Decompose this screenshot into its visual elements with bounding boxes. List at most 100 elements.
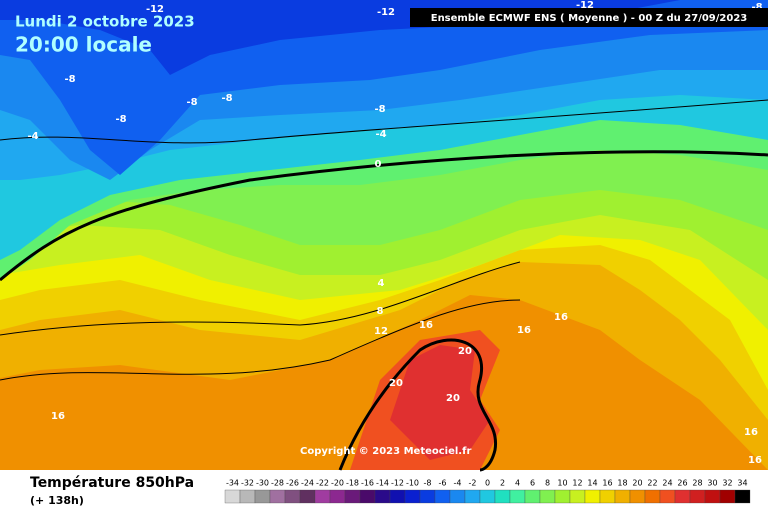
contour-label: 16 (51, 411, 65, 422)
scale-swatch (464, 489, 481, 504)
scale-swatch (584, 489, 601, 504)
scale-label: -14 (376, 479, 389, 488)
scale-label: 30 (707, 479, 717, 488)
scale-label: -2 (469, 479, 477, 488)
scale-swatch (599, 489, 616, 504)
scale-swatch (539, 489, 556, 504)
contour-label: 16 (554, 312, 568, 323)
contour-label: 16 (744, 427, 758, 438)
contour-label: 20 (389, 378, 403, 389)
scale-label: 32 (722, 479, 732, 488)
scale-label: 34 (737, 479, 747, 488)
scale-label: 16 (602, 479, 612, 488)
scale-swatch (239, 489, 256, 504)
scale-swatch (374, 489, 391, 504)
scale-label: 22 (647, 479, 657, 488)
scale-swatch (404, 489, 421, 504)
field-label: Température 850hPa (30, 475, 194, 491)
lead-label: (+ 138h) (30, 494, 84, 507)
contour-label: 16 (419, 320, 433, 331)
scale-swatch (359, 489, 376, 504)
scale-swatch (629, 489, 646, 504)
model-label: Ensemble ECMWF ENS ( Moyenne ) - 00 Z du… (431, 13, 748, 24)
scale-label: -6 (439, 479, 447, 488)
scale-swatch (299, 489, 316, 504)
contour-label: -8 (64, 74, 75, 85)
scale-label: 20 (632, 479, 642, 488)
scale-label: -4 (454, 479, 462, 488)
contour-label: -8 (186, 97, 197, 108)
scale-label: -30 (256, 479, 269, 488)
scale-swatch (479, 489, 496, 504)
scale-label: -20 (331, 479, 344, 488)
contour-label: -4 (27, 131, 38, 142)
scale-swatch (704, 489, 721, 504)
scale-label: 4 (515, 479, 520, 488)
scale-swatch (719, 489, 736, 504)
scale-label: -10 (406, 479, 419, 488)
contour-label: -12 (146, 4, 164, 15)
scale-swatch (329, 489, 346, 504)
scale-swatch (494, 489, 511, 504)
scale-swatch (554, 489, 571, 504)
scale-swatch (734, 489, 751, 504)
scale-label: 28 (692, 479, 702, 488)
scale-label: -28 (271, 479, 284, 488)
contour-label: 8 (377, 306, 384, 317)
scale-label: -34 (226, 479, 239, 488)
date-label: Lundi 2 octobre 2023 (15, 13, 195, 31)
scale-label: 24 (662, 479, 672, 488)
scale-swatch (659, 489, 676, 504)
scale-swatch (449, 489, 466, 504)
scale-label: 14 (587, 479, 597, 488)
contour-label: 0 (375, 159, 382, 170)
time-label: 20:00 locale (15, 33, 152, 57)
scale-swatch (284, 489, 301, 504)
scale-swatch (644, 489, 661, 504)
scale-label: 26 (677, 479, 687, 488)
scale-swatch (314, 489, 331, 504)
copyright: Copyright © 2023 Meteociel.fr (300, 446, 471, 457)
contour-label: -8 (374, 104, 385, 115)
scale-label: 6 (530, 479, 535, 488)
scale-swatch (509, 489, 526, 504)
contour-label: -8 (751, 2, 762, 13)
contour-label: 16 (748, 455, 762, 466)
model-box (410, 8, 768, 27)
scale-swatch (689, 489, 706, 504)
scale-swatch (269, 489, 286, 504)
contour-label: 16 (517, 325, 531, 336)
scale-label: 18 (617, 479, 627, 488)
scale-label: -32 (241, 479, 254, 488)
contour-label: -8 (115, 114, 126, 125)
scale-swatch (614, 489, 631, 504)
contour-label: 4 (378, 278, 385, 289)
contour-label: 12 (374, 326, 388, 337)
scale-label: 2 (500, 479, 505, 488)
contour-label: -12 (377, 7, 395, 18)
scale-label: -26 (286, 479, 299, 488)
scale-label: -24 (301, 479, 314, 488)
scale-label: 0 (485, 479, 490, 488)
scale-swatch (569, 489, 586, 504)
scale-label: 8 (545, 479, 550, 488)
scale-swatch (224, 489, 241, 504)
scale-label: -22 (316, 479, 329, 488)
scale-label: -18 (346, 479, 359, 488)
scale-swatch (389, 489, 406, 504)
contour-label: 20 (458, 346, 472, 357)
scale-swatch (419, 489, 436, 504)
scale-label: -12 (391, 479, 404, 488)
scale-swatch (674, 489, 691, 504)
contour-label: 20 (446, 393, 460, 404)
temperature-field (0, 0, 768, 472)
contour-label: -4 (375, 129, 386, 140)
scale-swatch (344, 489, 361, 504)
scale-swatch (254, 489, 271, 504)
contour-label: -12 (576, 0, 594, 11)
scale-label: -16 (361, 479, 374, 488)
color-scale: -34 -32 -30 -28 -26 -24 -22 -20 -18 -16 -14 -12 -10-… (224, 479, 751, 504)
scale-label: 12 (572, 479, 582, 488)
scale-label: 10 (557, 479, 567, 488)
